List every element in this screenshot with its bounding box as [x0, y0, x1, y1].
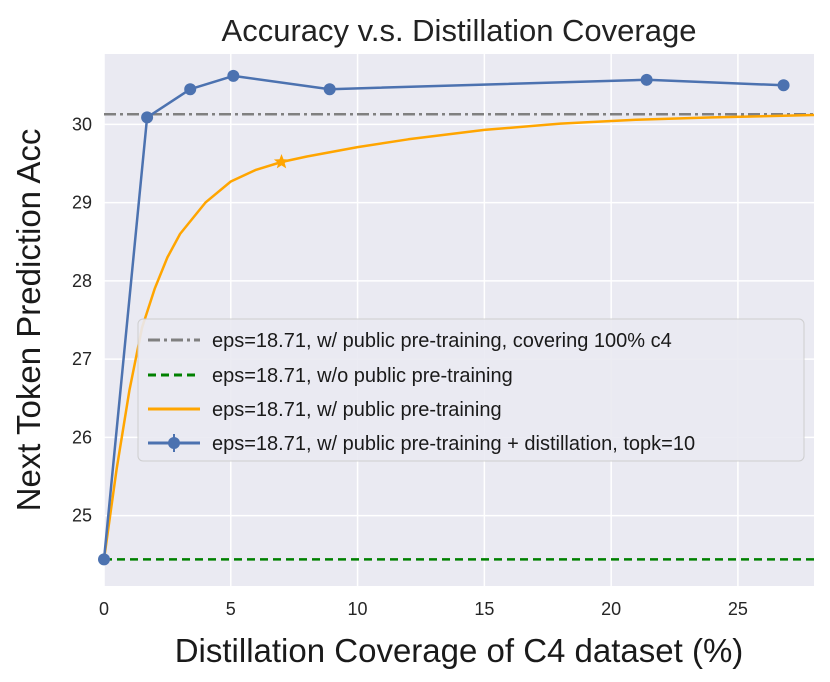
ticks: 0 5 10 15 20 25 25 26 27 28 29 30 [72, 114, 748, 619]
data-point-distill [141, 111, 154, 124]
x-tick-label: 15 [474, 599, 494, 619]
legend-handle-distill-marker [168, 437, 180, 449]
legend-label-pretrain: eps=18.71, w/ public pre-training [212, 399, 502, 421]
y-tick-label: 25 [72, 506, 92, 526]
x-tick-label: 5 [226, 599, 236, 619]
chart-title: Accuracy v.s. Distillation Coverage [222, 13, 697, 48]
data-point-distill [184, 83, 197, 96]
data-point-distill [323, 83, 336, 96]
y-axis-label: Next Token Prediction Acc [10, 129, 47, 512]
y-tick-label: 28 [72, 271, 92, 291]
y-tick-label: 26 [72, 427, 92, 447]
legend-label-no-pretrain: eps=18.71, w/o public pre-training [212, 365, 513, 387]
star-marker [273, 154, 290, 169]
x-tick-label: 10 [348, 599, 368, 619]
legend-label-covering: eps=18.71, w/ public pre-training, cover… [212, 330, 672, 352]
x-tick-label: 0 [99, 599, 109, 619]
data-point-distill [777, 79, 790, 92]
y-tick-label: 30 [72, 114, 92, 134]
y-tick-label: 27 [72, 349, 92, 369]
x-tick-label: 20 [601, 599, 621, 619]
x-axis-label: Distillation Coverage of C4 dataset (%) [175, 632, 744, 669]
legend: eps=18.71, w/ public pre-training, cover… [137, 318, 805, 462]
x-tick-label: 25 [728, 599, 748, 619]
series-layer [98, 69, 815, 566]
y-tick-label: 29 [72, 193, 92, 213]
data-point-distill [98, 553, 110, 566]
legend-label-distill: eps=18.71, w/ public pre-training + dist… [212, 433, 695, 455]
data-point-distill [640, 73, 653, 86]
legend-box [137, 318, 805, 462]
data-point-distill [227, 69, 240, 82]
